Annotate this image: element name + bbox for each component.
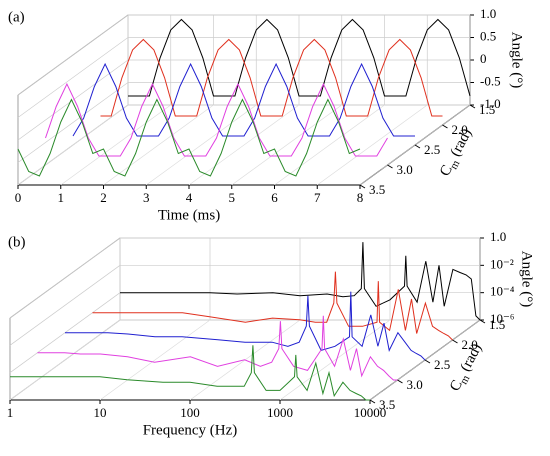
y-tick-label: 0.5 — [480, 28, 496, 43]
z-label-unit: (rad) — [456, 341, 486, 378]
grid-line — [99, 319, 211, 401]
series-line — [37, 315, 398, 381]
z-tick-label: 1.5 — [479, 102, 495, 117]
y-axis-label: Angle (°) — [509, 32, 525, 88]
grid-line — [17, 104, 129, 186]
x-axis-label: Frequency (Hz) — [143, 422, 238, 438]
x-tick-label: 7 — [314, 190, 321, 205]
y-tick-label: 10⁻² — [490, 256, 514, 271]
tick-mark — [397, 379, 403, 384]
series-line — [128, 18, 471, 97]
x-tick-label: 3 — [143, 190, 150, 205]
grid-line — [317, 104, 428, 186]
x-tick-label: 10 — [94, 405, 107, 420]
y-tick-label: 10⁻⁶ — [490, 311, 514, 326]
grid-line — [17, 59, 129, 141]
x-tick-label: 6 — [271, 190, 278, 205]
x-tick-label: 1 — [58, 190, 65, 205]
z-tick-label: 3.5 — [379, 397, 395, 412]
tick-mark — [442, 124, 448, 129]
y-axis-label: Angle (°) — [519, 251, 535, 307]
y-tick-label: 0 — [480, 51, 487, 66]
grid-line — [17, 14, 129, 96]
y-tick-label: 1.0 — [490, 229, 506, 244]
grid-line — [279, 319, 391, 401]
grid-line — [17, 82, 129, 163]
z-axis-label: Cm (rad) — [437, 126, 477, 180]
grid-line — [9, 265, 121, 346]
tick-mark — [424, 359, 431, 364]
x-tick-label: 10000 — [354, 405, 387, 420]
x-axis-label: Time (ms) — [158, 207, 220, 223]
series-line — [17, 98, 361, 177]
series-line — [10, 345, 370, 401]
grid-line — [231, 104, 342, 186]
tick-mark — [387, 164, 393, 169]
series-line — [100, 38, 443, 117]
x-tick-label: 4 — [186, 190, 193, 205]
grid-line — [188, 104, 300, 186]
tick-mark — [414, 144, 421, 149]
series-line — [92, 271, 453, 341]
x-tick-label: 2 — [100, 190, 107, 205]
grid-line — [9, 237, 121, 319]
y-tick-label: -0.5 — [480, 73, 501, 88]
tick-mark — [369, 399, 376, 404]
z-tick-label: 2.0 — [452, 122, 468, 137]
x-tick-label: 8 — [357, 190, 364, 205]
series-line — [120, 242, 481, 321]
tick-mark — [479, 319, 486, 324]
x-tick-label: 1 — [7, 405, 14, 420]
grid-line — [17, 37, 129, 118]
z-tick-label: 3.0 — [407, 377, 423, 392]
grid-line — [274, 104, 385, 186]
grid-line — [146, 104, 257, 186]
grid-line — [103, 104, 214, 186]
series-line — [45, 82, 388, 157]
z-label-unit: (rad) — [446, 126, 476, 163]
x-tick-label: 1000 — [267, 405, 293, 420]
panel-label: (a) — [8, 9, 25, 25]
grid-line — [60, 104, 171, 186]
tick-mark — [452, 339, 458, 344]
tick-mark — [359, 184, 366, 189]
z-axis-label: Cm (rad) — [447, 341, 487, 395]
series-line — [65, 291, 426, 361]
z-tick-label: 3.5 — [369, 182, 385, 197]
panel-label: (b) — [8, 234, 26, 250]
x-tick-label: 0 — [15, 190, 22, 205]
tick-mark — [469, 104, 476, 109]
z-tick-label: 2.5 — [434, 357, 450, 372]
x-tick-label: 5 — [229, 190, 236, 205]
y-tick-label: 1.0 — [480, 6, 496, 21]
z-tick-label: 2.5 — [424, 142, 440, 157]
z-tick-label: 2.0 — [462, 337, 478, 352]
x-tick-label: 100 — [180, 405, 200, 420]
z-tick-label: 1.5 — [489, 317, 505, 332]
series-line — [72, 62, 415, 137]
y-tick-label: 10⁻⁴ — [490, 284, 515, 299]
z-tick-label: 3.0 — [397, 162, 413, 177]
y-tick-label: -1.0 — [480, 96, 501, 111]
grid-line — [9, 319, 121, 401]
